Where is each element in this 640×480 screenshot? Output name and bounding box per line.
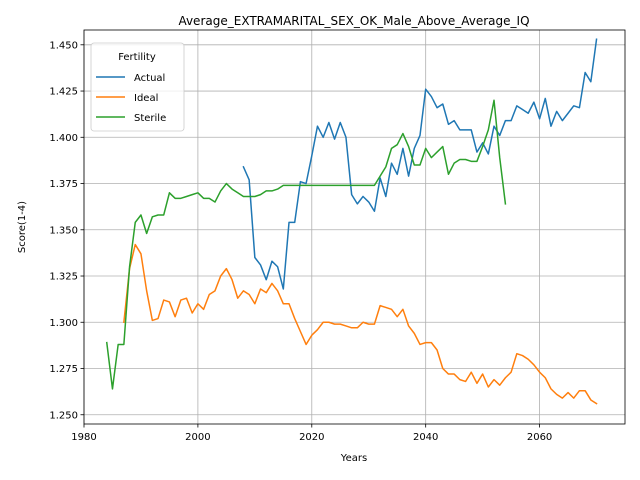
series-line-sterile <box>105 99 507 390</box>
legend-items: Actual Ideal Sterile <box>96 73 166 124</box>
y-tick-label: 1.400 <box>49 133 78 144</box>
chart-title: Average_EXTRAMARITAL_SEX_OK_Male_Above_A… <box>178 14 529 28</box>
x-tick-label: 1980 <box>71 432 96 443</box>
y-axis-ticks: 1.250 1.275 1.300 1.325 1.350 1.375 1.400 1.425… <box>49 40 84 421</box>
y-tick-label: 1.350 <box>49 225 78 236</box>
plot-frame <box>83 29 626 425</box>
x-tick-label: 2040 <box>413 432 438 443</box>
legend-box <box>90 42 185 132</box>
legend-label-actual: Actual <box>134 73 165 84</box>
x-tick-label: 2020 <box>299 432 324 443</box>
y-tick-label: 1.300 <box>49 318 78 329</box>
y-tick-label: 1.450 <box>49 40 78 51</box>
y-tick-label: 1.275 <box>49 364 78 375</box>
legend-label-ideal: Ideal <box>134 93 158 104</box>
series-line-ideal <box>123 243 598 405</box>
y-tick-label: 1.375 <box>49 179 78 190</box>
y-axis-label: Score(1-4) <box>17 201 28 253</box>
x-axis-label: Years <box>340 453 367 464</box>
series-line-actual <box>242 38 598 290</box>
legend: Fertility Actual Ideal Sterile <box>90 42 185 132</box>
x-tick-label: 2000 <box>185 432 210 443</box>
x-axis-ticks: 1980 2000 2020 2040 2060 <box>71 424 552 443</box>
grid-lines <box>83 30 625 424</box>
y-tick-label: 1.425 <box>49 87 78 98</box>
y-tick-label: 1.325 <box>49 272 78 283</box>
x-tick-label: 2060 <box>527 432 552 443</box>
series-layer <box>105 38 598 405</box>
y-tick-label: 1.250 <box>49 410 78 421</box>
legend-label-sterile: Sterile <box>134 113 166 124</box>
legend-title: Fertility <box>118 52 156 63</box>
